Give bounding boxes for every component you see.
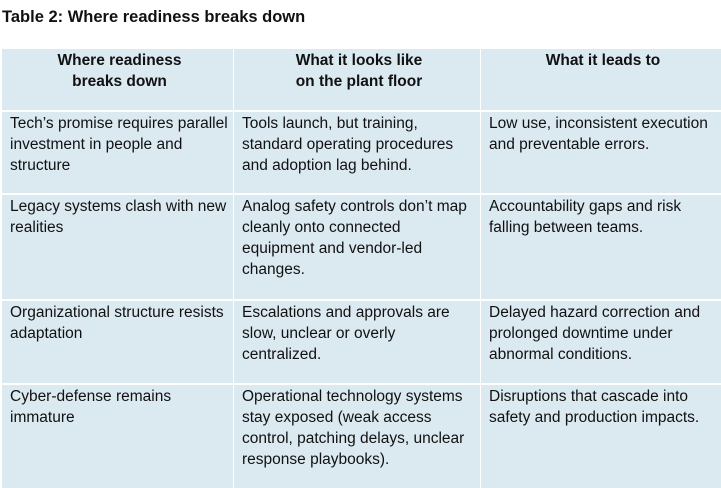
cell-plant-floor: Operational technology systems stay expo… [234, 384, 481, 488]
header-where-readiness-breaks-down: Where readiness breaks down [2, 48, 234, 111]
cell-leads-to: Low use, inconsistent execution and prev… [481, 111, 721, 194]
cell-plant-floor: Escalations and approvals are slow, uncl… [234, 300, 481, 384]
readiness-table: Where readiness breaks down What it look… [1, 47, 721, 488]
header-text-line: What it looks like [242, 50, 476, 71]
cell-leads-to: Disruptions that cascade into safety and… [481, 384, 721, 488]
cell-leads-to: Accountability gaps and risk falling bet… [481, 194, 721, 300]
header-text-line: What it leads to [489, 50, 717, 71]
table-row: Cyber-defense remains immature Operation… [2, 384, 721, 488]
cell-leads-to: Delayed hazard correction and prolonged … [481, 300, 721, 384]
table-header-row: Where readiness breaks down What it look… [2, 48, 721, 111]
header-text-line: Where readiness [10, 50, 229, 71]
cell-breakdown: Cyber-defense remains immature [2, 384, 234, 488]
cell-breakdown: Legacy systems clash with new realities [2, 194, 234, 300]
table-row: Organizational structure resists adaptat… [2, 300, 721, 384]
header-text-line: on the plant floor [242, 71, 476, 92]
cell-breakdown: Organizational structure resists adaptat… [2, 300, 234, 384]
cell-plant-floor: Tools launch, but training, standard ope… [234, 111, 481, 194]
cell-breakdown: Tech’s promise requires parallel investm… [2, 111, 234, 194]
table-row: Tech’s promise requires parallel investm… [2, 111, 721, 194]
table-caption: Table 2: Where readiness breaks down [2, 8, 305, 27]
header-text-line: breaks down [10, 71, 229, 92]
header-what-it-leads-to: What it leads to [481, 48, 721, 111]
table-row: Legacy systems clash with new realities … [2, 194, 721, 300]
cell-plant-floor: Analog safety controls don’t map cleanly… [234, 194, 481, 300]
header-what-it-looks-like: What it looks like on the plant floor [234, 48, 481, 111]
